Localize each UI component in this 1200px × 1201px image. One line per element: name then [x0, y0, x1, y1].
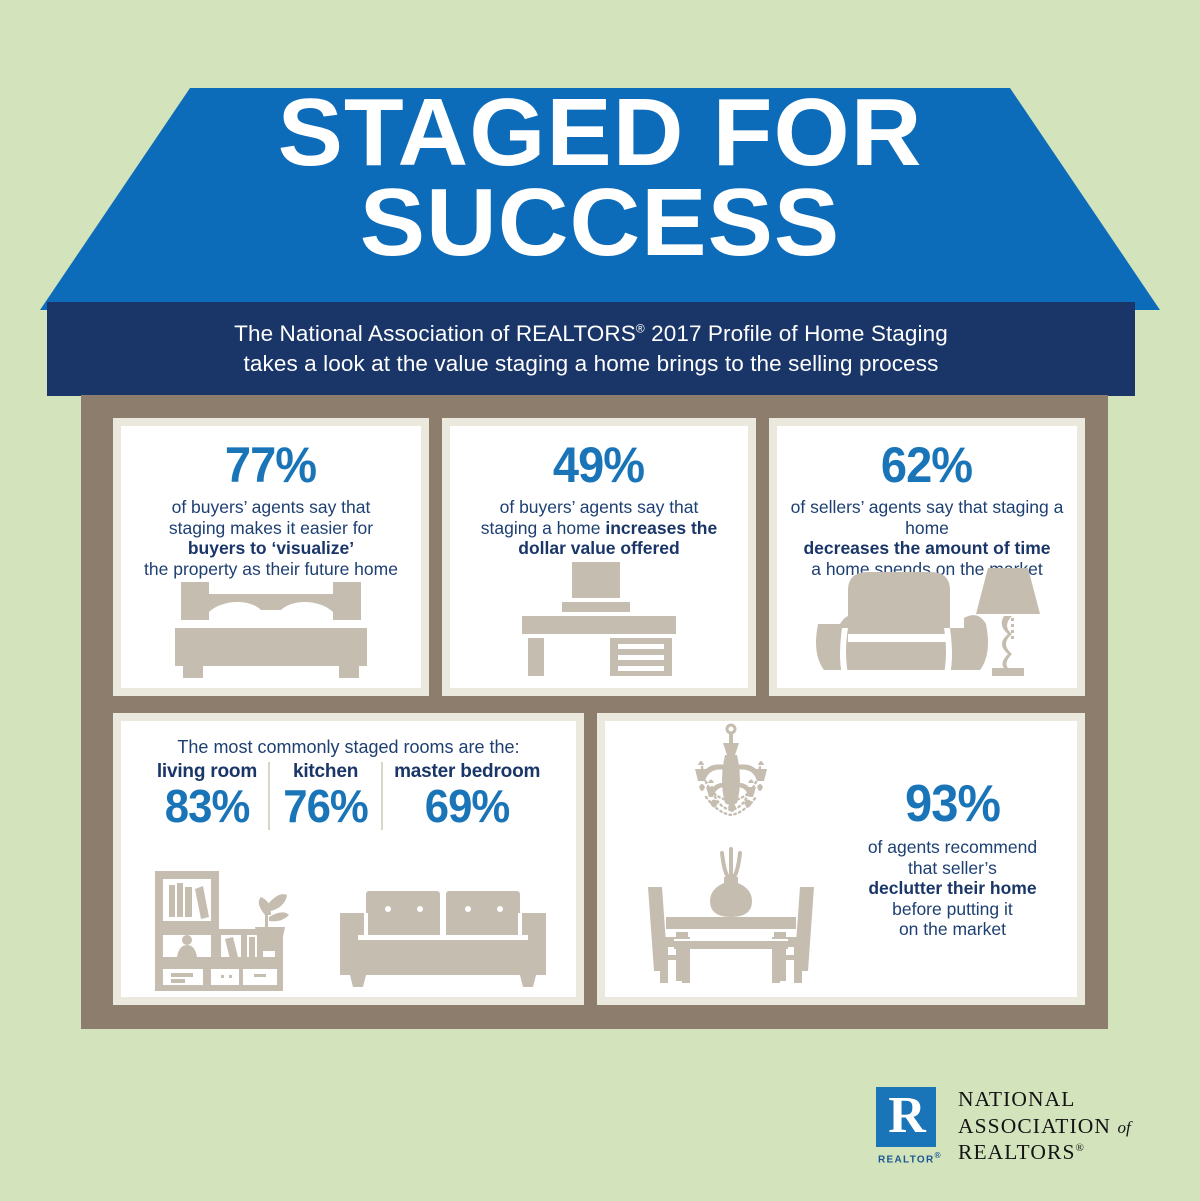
logo-word-association: ASSOCIATION — [958, 1113, 1112, 1138]
stat-line-2-bold: decreases the amount of time — [803, 538, 1051, 559]
room-master-bedroom: master bedroom 69% — [381, 761, 551, 832]
subtitle-line-2: takes a look at the value staging a home… — [243, 351, 939, 376]
room-name: master bedroom — [394, 761, 541, 782]
logo-word-realtors: REALTORS — [958, 1140, 1076, 1165]
subtitle-text-a: The National Association of REALTORS — [234, 320, 636, 346]
declutter-text: 93% of agents recommend that seller’s de… — [844, 778, 1071, 940]
stat-line-1: of buyers’ agents say that — [171, 497, 371, 517]
room-percent: 76% — [283, 779, 369, 832]
stat-line-2: staging makes it easier for — [168, 517, 374, 538]
stat-percent: 62% — [881, 437, 973, 493]
stat-card-inner: 93% of agents recommend that seller’s de… — [605, 721, 1077, 997]
desk-icon — [450, 560, 748, 680]
subtitle-band: The National Association of REALTORS® 20… — [47, 302, 1135, 396]
logo-letter-r: R — [888, 1086, 926, 1144]
stat-card-inner: 49% of buyers’ agents say that staging a… — [450, 426, 748, 688]
stat-line-2: that seller’s — [908, 857, 997, 878]
stat-percent: 49% — [553, 437, 645, 493]
armchair-lamp-icon-shape — [816, 568, 1040, 676]
bed-icon — [121, 580, 421, 680]
dining-table-icon — [648, 847, 815, 983]
subtitle-text-b: 2017 Profile of Home Staging — [644, 320, 948, 346]
stat-card-inner: 77% of buyers’ agents say that staging m… — [121, 426, 421, 688]
chandelier-icon — [695, 723, 768, 817]
stat-cards-bottom-row: The most commonly staged rooms are the: … — [113, 713, 1085, 1005]
registered-mark: ® — [635, 321, 645, 336]
stat-line-5: on the market — [898, 919, 1006, 940]
stat-line-4: before putting it — [892, 898, 1013, 919]
stat-card-declutter: 93% of agents recommend that seller’s de… — [597, 713, 1085, 1005]
stat-line-1: of sellers’ agents say that staging a ho… — [790, 497, 1064, 538]
rooms-heading: The most commonly staged rooms are the: — [177, 737, 520, 757]
roof — [0, 0, 1200, 310]
stat-line-1: of buyers’ agents say that — [499, 497, 699, 517]
stat-line-2a: staging a home — [480, 517, 606, 538]
room-name: kitchen — [292, 761, 359, 782]
room-kitchen: kitchen 76% — [268, 761, 381, 832]
stat-card-dollar-value: 49% of buyers’ agents say that staging a… — [442, 418, 756, 696]
stat-card-visualize: 77% of buyers’ agents say that staging m… — [113, 418, 429, 696]
bookshelf-icon — [155, 871, 290, 991]
logo-realtor-caption: REALTOR® — [876, 1150, 944, 1165]
stat-description: of buyers’ agents say that staging a hom… — [475, 497, 723, 559]
desk-icon-shape — [522, 562, 676, 676]
declutter-icon-group — [619, 721, 844, 997]
nar-logo: R REALTOR® NATIONAL ASSOCIATION of REALT… — [876, 1086, 1131, 1166]
stat-line-1: of agents recommend — [867, 836, 1038, 857]
stat-percent: 77% — [225, 437, 317, 493]
sofa-icon — [339, 891, 546, 987]
roof-shape — [40, 88, 1160, 310]
logo-word-association-line: ASSOCIATION of — [958, 1113, 1131, 1140]
stat-card-inner: 62% of sellers’ agents say that staging … — [777, 426, 1077, 688]
stat-card-inner: The most commonly staged rooms are the: … — [121, 721, 576, 997]
logo-word-realtors-reg: ® — [1075, 1142, 1085, 1155]
rooms-row: living room 83% kitchen 76% master bedro… — [146, 761, 551, 832]
stat-line-3-bold: declutter their home — [868, 878, 1037, 899]
room-percent: 83% — [164, 779, 251, 832]
stat-cards-top-row: 77% of buyers’ agents say that staging m… — [113, 418, 1085, 696]
room-percent: 69% — [424, 779, 511, 832]
stat-card-staged-rooms: The most commonly staged rooms are the: … — [113, 713, 584, 1005]
realtor-mark-icon: R REALTOR® — [876, 1086, 944, 1165]
armchair-lamp-icon — [777, 562, 1077, 680]
logo-realtor-text: REALTOR — [878, 1154, 935, 1166]
room-living-room: living room 83% — [146, 761, 268, 832]
logo-wordmark: NATIONAL ASSOCIATION of REALTORS® — [958, 1086, 1131, 1166]
stat-percent: 93% — [904, 774, 1001, 833]
bed-icon-shape — [175, 582, 367, 678]
logo-word-national: NATIONAL — [958, 1087, 1076, 1111]
stat-description: of buyers’ agents say that staging makes… — [138, 497, 404, 580]
stat-card-time-on-market: 62% of sellers’ agents say that staging … — [769, 418, 1085, 696]
stat-line-3-bold: buyers to ‘visualize’ — [187, 538, 355, 559]
rooms-icon-group — [121, 869, 576, 993]
stat-description: of agents recommend that seller’s declut… — [844, 837, 1061, 940]
logo-word-realtors-line: REALTORS® — [958, 1139, 1131, 1166]
stat-description: of sellers’ agents say that staging a ho… — [777, 497, 1077, 580]
stat-line-3-bold: dollar value offered — [518, 538, 680, 559]
room-name: living room — [156, 761, 258, 782]
stat-line-4: the property as their future home — [144, 558, 398, 579]
logo-word-of: of — [1117, 1117, 1131, 1137]
logo-realtor-reg: ® — [934, 1149, 942, 1160]
stat-line-2-bold: increases the — [605, 517, 718, 538]
logo-square: R — [876, 1086, 936, 1147]
subtitle-line-1: The National Association of REALTORS® 20… — [234, 319, 948, 349]
